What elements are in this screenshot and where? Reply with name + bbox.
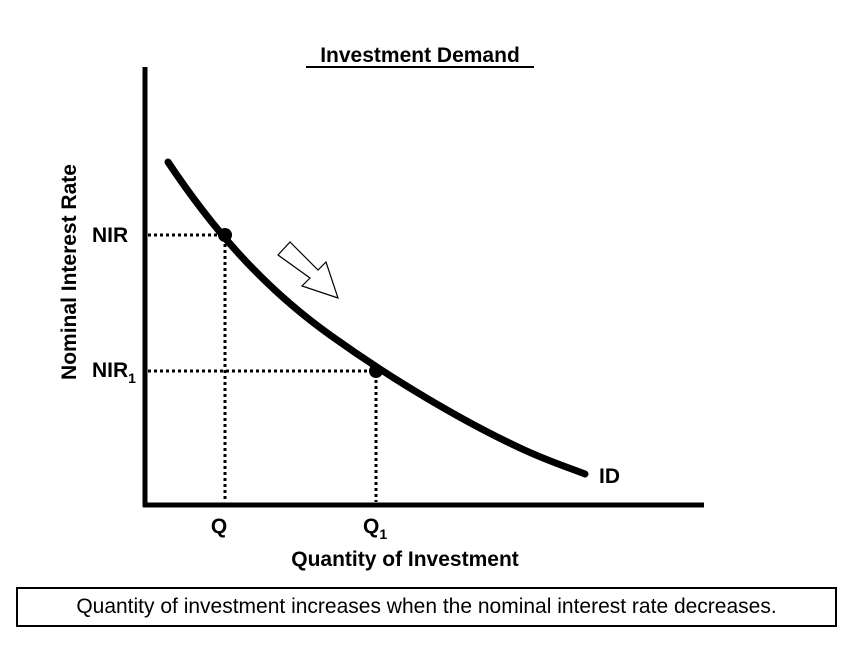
x-axis-label: Quantity of Investment — [291, 548, 519, 571]
y-mark-nir1-sub: 1 — [128, 370, 136, 386]
investment-demand-curve — [164, 158, 589, 478]
investment-demand-diagram: Investment Demand Nominal Interest Rate … — [58, 44, 704, 571]
y-mark-nir1: NIR1 — [92, 359, 136, 386]
caption-box: Quantity of investment increases when th… — [16, 587, 837, 627]
point-nir1-q1 — [369, 364, 383, 378]
y-mark-nir1-base: NIR — [92, 359, 128, 382]
y-axis-label: Nominal Interest Rate — [58, 164, 81, 380]
hollow-arrow-down-right-icon — [277, 241, 339, 299]
x-mark-q1-base: Q — [363, 515, 379, 538]
diagram-title: Investment Demand — [320, 44, 520, 67]
x-mark-q: Q — [211, 515, 227, 538]
point-nir-q — [218, 228, 232, 242]
caption-text: Quantity of investment increases when th… — [76, 595, 777, 618]
y-mark-nir: NIR — [92, 224, 128, 247]
x-mark-q1: Q1 — [363, 515, 387, 542]
x-mark-q1-sub: 1 — [379, 526, 387, 542]
curve-label-id: ID — [599, 465, 620, 488]
